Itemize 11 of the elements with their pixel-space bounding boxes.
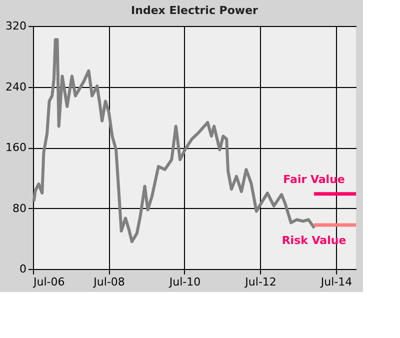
x-tick-label: Jul-14 — [320, 276, 352, 288]
x-tick-label: Jul-10 — [168, 276, 201, 288]
x-tick-label: Jul-08 — [92, 276, 125, 288]
y-tick-label: 160 — [6, 141, 26, 154]
y-tick-label: 320 — [6, 20, 26, 32]
y-tick-label: 80 — [12, 202, 26, 215]
x-tick-label: Jul-06 — [32, 276, 65, 288]
y-tick-label: 240 — [6, 80, 26, 94]
chart-title: Index Electric Power — [131, 4, 259, 17]
x-tick-label: Jul-12 — [244, 276, 276, 288]
y-tick-label: 0 — [20, 262, 26, 276]
